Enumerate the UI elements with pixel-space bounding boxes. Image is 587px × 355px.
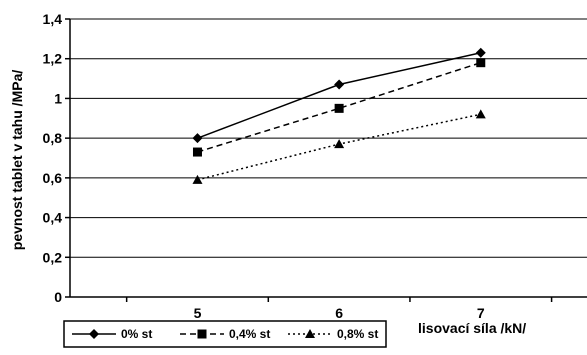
series-2 (192, 58, 486, 157)
x-tick-label: 6 (335, 305, 343, 321)
data-point (192, 147, 202, 157)
series (192, 47, 486, 184)
x-tick-label: 5 (194, 305, 202, 321)
x-axis-title: lisovací síla /kN/ (418, 320, 526, 336)
y-tick-label: 0,6 (43, 170, 63, 186)
y-tick-label: 0,8 (43, 130, 63, 146)
data-point (476, 58, 486, 68)
series-line (197, 52, 481, 139)
y-axis-title: pevnost tablet v tahu /MPa/ (9, 70, 25, 251)
legend-item-3: 0,8% st (288, 327, 378, 341)
legend-label: 0,8% st (337, 327, 378, 341)
series-3 (192, 109, 486, 184)
x-tick-labels: 5 6 7 (194, 305, 485, 321)
legend: 0% st 0,4% st 0,8% st (63, 320, 387, 348)
y-tick-labels: 0 0,2 0,4 0,6 0,8 1 1,2 1,4 (43, 11, 63, 305)
data-point (192, 174, 203, 184)
y-tick-label: 1,2 (43, 51, 63, 67)
x-tick-label: 7 (477, 305, 485, 321)
y-tick-label: 0,2 (43, 249, 63, 265)
legend-items: 0% st 0,4% st 0,8% st (72, 327, 378, 341)
axes (65, 18, 587, 302)
data-point (475, 47, 486, 58)
y-tick-label: 1,4 (43, 11, 63, 27)
data-point (334, 139, 345, 149)
data-point (475, 109, 486, 119)
data-point (334, 103, 344, 113)
legend-marker (89, 329, 99, 339)
legend-marker (197, 329, 207, 339)
data-point (334, 79, 345, 90)
legend-marker (305, 329, 315, 338)
data-point (192, 133, 203, 144)
legend-item-1: 0% st (72, 327, 152, 341)
series-1 (192, 47, 486, 144)
y-tick-label: 0,4 (43, 210, 63, 226)
y-tick-label: 1 (54, 90, 62, 106)
legend-label: 0,4% st (229, 327, 270, 341)
y-tick-label: 0 (54, 289, 62, 305)
legend-item-2: 0,4% st (180, 327, 270, 341)
legend-label: 0% st (121, 327, 152, 341)
legend-box (63, 320, 387, 348)
grid-lines (70, 18, 587, 258)
